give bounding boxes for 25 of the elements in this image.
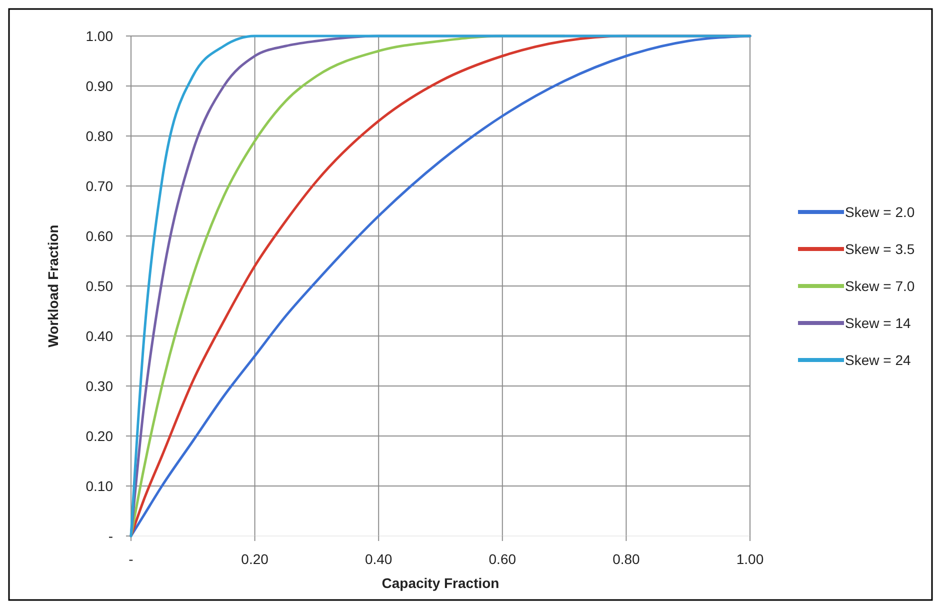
y-tick-label: 0.20 xyxy=(86,428,114,444)
legend-label: Skew = 2.0 xyxy=(845,204,915,220)
y-tick-label: 1.00 xyxy=(86,28,114,44)
y-tick-label: 0.80 xyxy=(86,128,114,144)
y-tick-label: 0.30 xyxy=(86,378,114,394)
x-tick-label: 0.40 xyxy=(364,550,392,567)
y-tick-label: 0.90 xyxy=(86,78,114,94)
legend-label: Skew = 14 xyxy=(845,314,911,331)
y-tick-label: - xyxy=(108,528,114,544)
line-series xyxy=(130,34,752,538)
x-tick-label: 0.60 xyxy=(488,550,516,567)
x-tick-label: 0.80 xyxy=(612,550,640,567)
x-tick-label: 0.20 xyxy=(241,550,269,567)
y-tick-label: 0.60 xyxy=(86,228,114,244)
legend-label: Skew = 24 xyxy=(845,352,911,368)
x-axis-title: Capacity Fraction xyxy=(382,575,500,591)
y-axis-title: Workload Fraction xyxy=(45,224,61,348)
x-tick-label: 1.00 xyxy=(736,550,764,567)
x-tick-label: - xyxy=(128,550,134,567)
y-tick-label: 0.40 xyxy=(86,328,114,344)
y-tick-label: 0.50 xyxy=(86,278,114,294)
y-tick-label: 0.10 xyxy=(86,478,114,494)
y-tick-label: 0.70 xyxy=(86,178,114,194)
legend-label: Skew = 3.5 xyxy=(845,240,915,257)
legend-label: Skew = 7.0 xyxy=(845,278,915,294)
